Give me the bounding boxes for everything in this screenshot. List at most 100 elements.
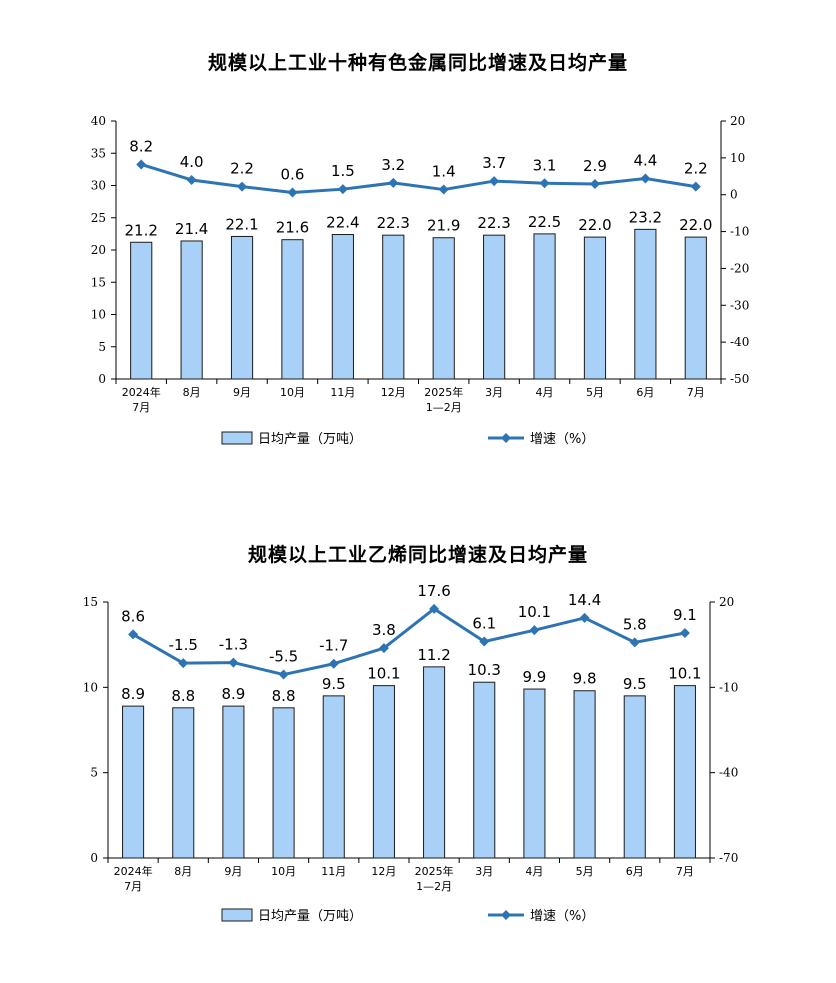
bar-data-label: 11.2 (417, 646, 450, 664)
bar (272, 707, 295, 859)
bar (372, 685, 395, 859)
line-point (128, 629, 139, 640)
line-point (629, 637, 640, 648)
category-label: 4月 (536, 386, 554, 399)
line-point (237, 181, 248, 192)
bar-data-label: 21.2 (125, 221, 158, 239)
category-label: 2024年 (122, 385, 161, 399)
bar (673, 685, 696, 859)
bar-data-label: 9.8 (573, 670, 597, 688)
line-data-label: 17.6 (417, 582, 450, 600)
chart-title: 规模以上工业乙烯同比增速及日均产量 (247, 544, 588, 566)
line-point (136, 159, 147, 170)
line-data-label: 1.5 (331, 162, 355, 180)
bar-data-label: 21.4 (175, 220, 208, 238)
category-label: 2025年 (424, 385, 463, 399)
line-data-label: 10.1 (518, 603, 551, 621)
bar-data-label: 22.0 (578, 216, 611, 234)
left-tick-label: 35 (91, 146, 106, 160)
category-label: 10月 (271, 865, 296, 878)
bar (130, 241, 153, 380)
bar-data-label: 22.5 (528, 213, 561, 231)
category-label: 2024年 (114, 864, 153, 878)
left-tick-label: 5 (98, 340, 106, 354)
bar-data-label: 22.1 (225, 215, 258, 233)
category-label: 9月 (233, 386, 251, 399)
legend-line-label: 增速（%） (530, 432, 594, 447)
bar-data-label: 22.3 (377, 214, 410, 232)
bar (331, 234, 354, 380)
category-label: 12月 (381, 386, 406, 399)
line-point (388, 177, 399, 188)
line-point (690, 181, 701, 192)
line-point (328, 658, 339, 669)
bar-data-label: 8.8 (272, 687, 296, 705)
line-data-label: 3.2 (381, 156, 405, 174)
line-data-label: 0.6 (281, 166, 305, 184)
chart-ethylene: 规模以上工业乙烯同比增速及日均产量 0 5 10 15 -70 -40 -10 20 8.9 8.… (0, 520, 836, 983)
right-tick-label: -10 (730, 225, 749, 239)
line-point (186, 174, 197, 185)
left-tick-label: 40 (91, 114, 106, 128)
left-tick-label: 5 (90, 766, 98, 780)
line-point (287, 187, 298, 198)
category-label: 6月 (636, 386, 654, 399)
line-data-label: 3.1 (533, 156, 557, 174)
bar-data-label: 9.9 (522, 668, 546, 686)
line-data-label: 5.8 (623, 615, 647, 633)
line-point (640, 173, 651, 184)
legend-bar-swatch (221, 431, 253, 445)
bar (634, 228, 657, 380)
legend-bar-label: 日均产量（万吨） (258, 432, 362, 447)
bar (281, 239, 304, 380)
bar (533, 233, 556, 380)
left-tick-label: 25 (91, 211, 106, 225)
line-point (579, 612, 590, 623)
bar-data-label: 9.5 (623, 675, 647, 693)
line-data-label: -5.5 (269, 648, 298, 666)
category-label: 6月 (626, 865, 644, 878)
bar (523, 688, 546, 859)
right-tick-label: 20 (719, 595, 734, 609)
bar (222, 705, 245, 859)
category-label: 11月 (321, 865, 346, 878)
growth-line (132, 607, 686, 677)
right-tick-label: -70 (719, 851, 738, 865)
legend-bar-label: 日均产量（万吨） (258, 909, 362, 924)
left-tick-label: 10 (91, 308, 106, 322)
line-point (479, 636, 490, 647)
bar (573, 690, 596, 859)
line-point (438, 184, 449, 195)
category-label: 5月 (586, 386, 604, 399)
bar-data-label: 23.2 (629, 208, 662, 226)
left-tick-label: 20 (91, 243, 106, 257)
left-tick-label: 0 (98, 372, 106, 386)
category-label: 12月 (371, 865, 396, 878)
bar-data-label: 10.3 (468, 661, 501, 679)
category-label: 1—2月 (416, 880, 452, 893)
left-tick-label: 15 (83, 595, 98, 609)
category-label: 10月 (280, 386, 305, 399)
line-data-label: 2.2 (684, 160, 708, 178)
bar (483, 234, 506, 380)
category-label: 7月 (676, 865, 694, 878)
right-tick-label: -20 (730, 261, 749, 275)
category-label: 7月 (687, 386, 705, 399)
chart-nonferrous-metals: 规模以上工业十种有色金属同比增速及日均产量 0 5 10 15 20 25 30 35 40 -5… (0, 0, 836, 480)
line-data-label: -1.5 (169, 636, 198, 654)
line-data-label: 14.4 (568, 591, 601, 609)
line-point (539, 178, 550, 189)
category-label: 8月 (174, 865, 192, 878)
bar-data-label: 22.0 (679, 216, 712, 234)
line-data-label: 6.1 (472, 615, 496, 633)
line-data-label: 8.2 (129, 137, 153, 155)
line-data-label: -1.7 (319, 637, 348, 655)
category-label: 7月 (124, 880, 142, 893)
bar-data-label: 21.9 (427, 217, 460, 235)
legend-line-label: 增速（%） (530, 909, 594, 924)
line-point (589, 179, 600, 190)
category-label: 9月 (224, 865, 242, 878)
right-tick-label: 20 (730, 114, 745, 128)
category-label: 3月 (475, 865, 493, 878)
line-data-label: 2.9 (583, 157, 607, 175)
